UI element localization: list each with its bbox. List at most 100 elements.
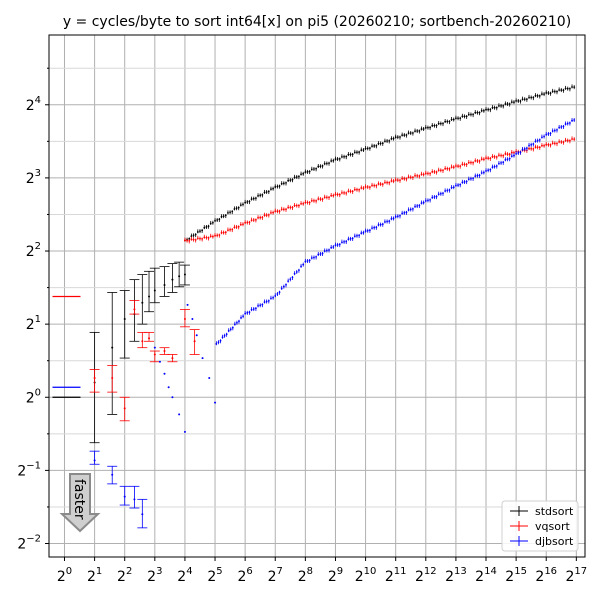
curve-point <box>317 198 320 200</box>
curve-point <box>325 196 328 199</box>
curve-point <box>538 94 541 97</box>
curve-point <box>392 137 395 140</box>
data-point <box>183 273 186 276</box>
curve-point <box>368 229 371 232</box>
data-point <box>163 372 166 375</box>
curve-point <box>293 272 296 275</box>
curve-point <box>394 179 397 181</box>
curve-point <box>517 152 520 154</box>
curve-point <box>293 204 296 207</box>
curve-point <box>437 169 440 172</box>
curve-point <box>418 175 421 177</box>
data-point <box>111 377 114 380</box>
curve-point <box>353 188 356 191</box>
curve-point <box>446 120 449 123</box>
curve-point <box>480 158 483 161</box>
curve-point <box>347 153 350 156</box>
curve-point <box>461 181 464 184</box>
curve-point <box>564 123 567 125</box>
data-point <box>123 407 126 410</box>
y-tick-base: 2 <box>26 390 35 406</box>
curve-point <box>196 231 199 233</box>
curve-point <box>278 210 281 213</box>
curve-point <box>396 215 399 218</box>
curve-point <box>373 184 376 187</box>
curve-point <box>435 195 438 198</box>
curve-point <box>371 227 373 230</box>
y-tick-base: 2 <box>26 317 35 333</box>
series-djbsort <box>52 117 576 529</box>
curve-point <box>276 210 279 213</box>
x-tick-exponent: 8 <box>307 566 313 577</box>
curve-point <box>562 89 565 92</box>
curve-point <box>433 171 436 173</box>
x-tick-label: 28 <box>298 566 313 585</box>
x-tick-base: 2 <box>475 569 484 585</box>
curve-point <box>274 294 277 297</box>
curve-point <box>291 276 294 279</box>
curve-point <box>237 206 240 209</box>
curve-point <box>564 87 567 90</box>
curve-point <box>306 260 309 262</box>
curve-point <box>480 109 483 112</box>
curve-point <box>347 190 350 193</box>
curve-point <box>474 175 477 178</box>
curve-point <box>295 204 298 207</box>
x-tick-label: 22 <box>117 566 132 585</box>
curve-point <box>319 253 322 255</box>
curve-point <box>336 158 339 160</box>
series-vqsort <box>52 136 576 422</box>
curve-point <box>343 240 345 243</box>
chart-title: y = cycles/byte to sort int64[x] on pi5 … <box>63 14 571 30</box>
curve-point <box>366 147 369 150</box>
curve-point <box>386 140 388 142</box>
curve-point <box>502 104 505 107</box>
curve-point <box>476 160 479 162</box>
curve-point <box>485 157 487 159</box>
curve-point <box>411 132 414 134</box>
curve-point <box>450 166 453 169</box>
curve-point <box>519 100 522 102</box>
curve-point <box>525 98 528 101</box>
curve-point <box>302 172 305 175</box>
data-point <box>148 295 151 298</box>
data-point <box>148 337 151 340</box>
curve-point <box>240 316 242 319</box>
x-tick-exponent: 9 <box>337 566 343 577</box>
x-tick-label: 216 <box>535 566 557 585</box>
curve-point <box>192 234 195 237</box>
curve-point <box>351 190 354 193</box>
curve-point <box>257 216 259 219</box>
curve-point <box>211 235 214 238</box>
curve-point <box>508 103 511 105</box>
curve-point <box>214 219 216 222</box>
curve-point <box>300 173 302 176</box>
x-tick-label: 210 <box>355 566 377 585</box>
curve-point <box>323 250 326 252</box>
x-tick-base: 2 <box>117 569 126 585</box>
curve-point <box>263 191 266 194</box>
y-tick-exponent: 0 <box>35 387 41 398</box>
curve-point <box>536 139 539 142</box>
curve-point <box>209 235 212 238</box>
curve-point <box>515 152 518 155</box>
curve-point <box>289 278 292 281</box>
curve-point <box>493 155 496 158</box>
curve-point <box>205 226 208 228</box>
curve-point <box>414 205 416 208</box>
curve-point <box>478 174 481 177</box>
curve-point <box>270 211 272 214</box>
curve-point <box>300 265 302 268</box>
curve-point <box>381 142 384 145</box>
curve-point <box>270 188 272 191</box>
curve-point <box>368 186 371 189</box>
curve-point <box>429 126 431 129</box>
curve-point <box>310 199 313 202</box>
curve-point <box>530 147 533 150</box>
curve-point <box>388 181 391 184</box>
curve-point <box>336 243 339 246</box>
curve-point <box>513 151 515 154</box>
curve-point <box>521 148 524 151</box>
curve-point <box>216 219 219 221</box>
